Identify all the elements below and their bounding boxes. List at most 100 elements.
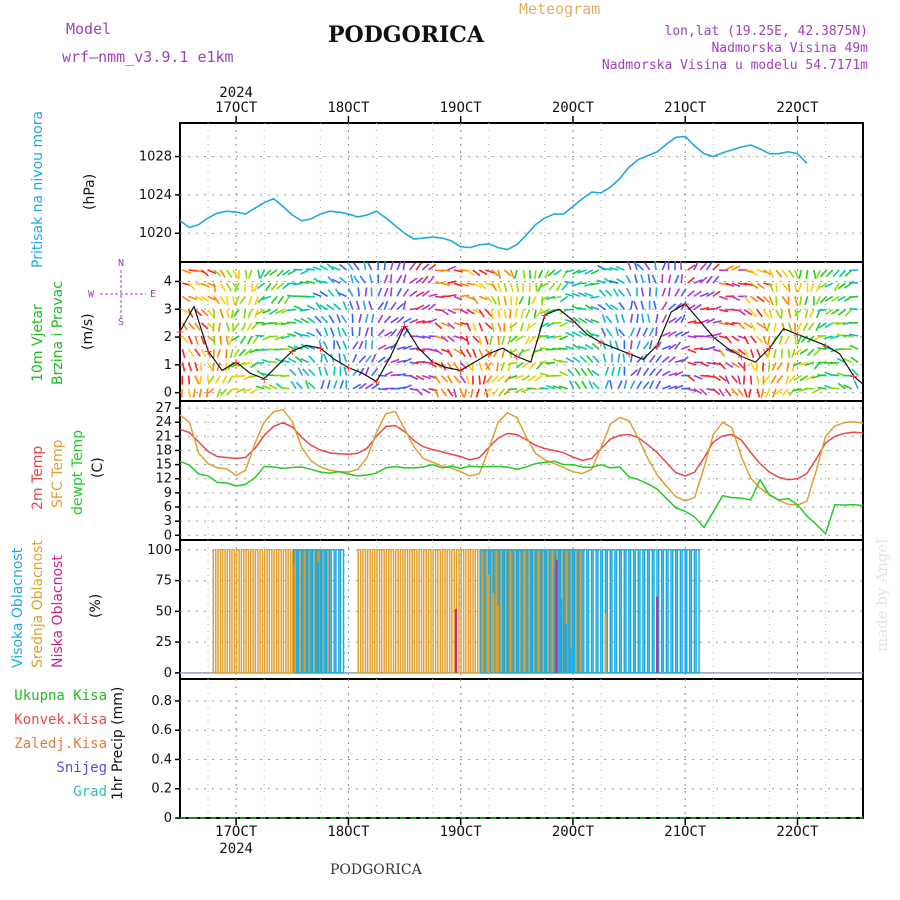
wind-arrow (262, 295, 272, 301)
wind-arrow (343, 366, 348, 376)
wind-arrow (352, 353, 358, 363)
wind-arrow (514, 374, 524, 380)
wind-arrow (244, 269, 248, 280)
wind-arrow (674, 359, 684, 364)
wind-speed-marker: + (681, 298, 690, 311)
wind-speed-marker: + (400, 320, 409, 333)
wind-arrow (706, 318, 715, 324)
wind-arrow (799, 348, 808, 355)
wind-arrow (289, 368, 297, 377)
wind-arrow (500, 362, 506, 372)
wind-arrow (299, 333, 309, 337)
wind-arrow (609, 280, 619, 284)
wind-arrow (415, 276, 424, 284)
wind-arrow (851, 368, 859, 377)
wind-arrow (341, 327, 348, 337)
wind-arrow (200, 322, 209, 330)
cloud-bar-high (531, 549, 537, 674)
wind-arrow (215, 375, 221, 384)
wind-arrow (497, 309, 501, 319)
wind-arrow (668, 317, 677, 324)
wind-arrow (256, 308, 265, 316)
ytick-label-temperature: 3 (164, 514, 172, 529)
cloud-bar-high (536, 549, 541, 674)
wind-arrow (579, 355, 588, 363)
wind-arrow (446, 388, 454, 397)
wind-arrow (584, 269, 594, 275)
wind-arrow (497, 269, 502, 279)
wind-arrow (257, 295, 265, 304)
ytick-label-wind: 4 (164, 274, 172, 289)
wind-arrow (247, 309, 253, 319)
wind-arrow (615, 266, 625, 271)
wind-arrow (219, 295, 226, 305)
wind-arrow (478, 348, 484, 358)
wind-arrow (687, 320, 697, 324)
cloud-bar-mid (287, 549, 292, 674)
wind-arrow (743, 322, 753, 329)
wind-arrow (329, 327, 335, 337)
wind-arrow (571, 305, 581, 311)
wind-speed-marker: + (484, 348, 493, 361)
wind-arrow (319, 290, 329, 298)
wind-arrow (617, 380, 623, 390)
wind-arrow (320, 379, 325, 390)
wind-arrow (239, 335, 247, 344)
compass-compass_right: E (150, 289, 156, 300)
wind-arrow (731, 295, 741, 302)
wind-arrow (648, 327, 655, 337)
wind-arrow (571, 269, 581, 275)
wind-arrow (415, 374, 425, 381)
wind-arrow (824, 282, 834, 288)
wind-arrow (804, 309, 809, 319)
cloud-bar-high (597, 549, 602, 674)
wind-arrow (228, 335, 234, 345)
wind-arrow (533, 309, 537, 319)
cloud-bar-mid (460, 549, 465, 674)
cloud-bar-high (503, 549, 509, 674)
cloud-bar-high (639, 549, 644, 674)
wind-arrow (213, 295, 220, 305)
wind-arrow (194, 269, 204, 273)
wind-arrow (428, 275, 435, 284)
wind-arrow (339, 380, 344, 390)
wind-arrow (295, 381, 303, 390)
precip-label-frz: Zaledj.Kisa (14, 736, 107, 752)
cloud-bar-mid (465, 549, 470, 674)
wind-arrow (791, 362, 796, 372)
wind-arrow (687, 264, 696, 271)
wind-arrow (318, 366, 323, 376)
temp-line-1 (179, 408, 864, 506)
wind-arrow (243, 283, 247, 293)
wind-arrow (280, 374, 290, 378)
cloud-bar-high (583, 549, 588, 674)
cloud-bar-mid (432, 549, 437, 674)
wind-arrow (389, 287, 393, 297)
wind-arrow (353, 275, 360, 284)
wind-arrow (283, 295, 291, 305)
wind-arrow (798, 361, 808, 366)
wind-arrow (819, 295, 828, 304)
wind-arrow (661, 355, 670, 364)
wind-arrow (546, 384, 556, 390)
wind-arrow (766, 349, 771, 359)
wind-arrow (422, 374, 432, 380)
meteogram-label: Meteogram (519, 0, 601, 18)
wind-arrow (614, 340, 619, 350)
ytick-label-temperature: 9 (164, 486, 172, 501)
wind-arrow (485, 269, 495, 274)
wind-arrow (653, 260, 657, 271)
wind-arrow (428, 293, 438, 298)
wind-arrow (768, 282, 774, 292)
wind-speed-marker: + (568, 314, 577, 327)
wind-arrow (364, 287, 368, 297)
wind-arrow (768, 309, 773, 319)
wind-arrow (762, 322, 768, 332)
wind-arrow (572, 356, 581, 364)
wind-arrow (731, 361, 740, 369)
wind-arrow (774, 388, 783, 395)
wind-arrow (731, 375, 739, 384)
wind-arrow (590, 269, 600, 275)
ytick-label-clouds: 0 (164, 666, 172, 681)
wind-arrow (644, 262, 651, 271)
